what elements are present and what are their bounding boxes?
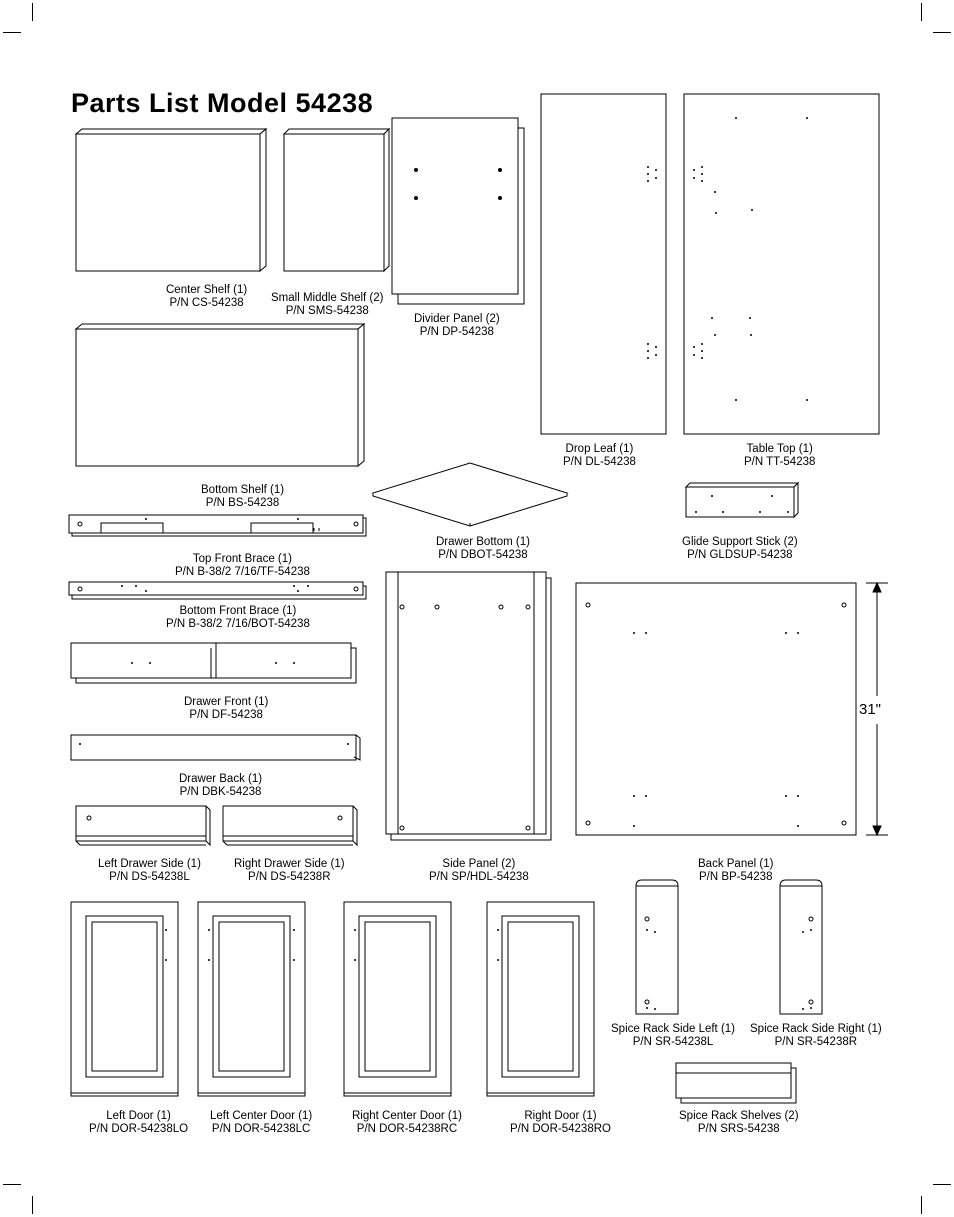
crop-mark: [933, 1184, 951, 1185]
part-back-panel: [576, 583, 856, 835]
part-small-middle-shelf: [284, 129, 389, 271]
lbl-drop-leaf: Drop Leaf (1)P/N DL-54238: [563, 443, 636, 469]
part-drawer-back: [71, 735, 360, 760]
part-left-door: [71, 902, 178, 1096]
lbl-left-drawer-side: Left Drawer Side (1)P/N DS-54238L: [98, 858, 201, 884]
part-center-shelf: [76, 129, 266, 271]
part-spice-rack-shelves: [676, 1063, 796, 1103]
part-left-drawer-side: [76, 806, 210, 845]
part-drawer-bottom: [373, 463, 567, 526]
lbl-drawer-front: Drawer Front (1)P/N DF-54238: [184, 696, 268, 722]
lbl-right-drawer-side: Right Drawer Side (1)P/N DS-54238R: [234, 858, 345, 884]
part-drawer-front: [71, 643, 356, 683]
crop-mark: [921, 3, 922, 21]
lbl-glide-support: Glide Support Stick (2)P/N GLDSUP-54238: [682, 536, 798, 562]
part-table-top: [684, 94, 879, 434]
part-right-drawer-side: [223, 806, 357, 845]
part-left-center-door: [198, 902, 305, 1096]
crop-mark: [933, 32, 951, 33]
lbl-divider-panel: Divider Panel (2)P/N DP-54238: [414, 313, 500, 339]
lbl-left-door: Left Door (1)P/N DOR-54238LO: [89, 1110, 188, 1136]
crop-mark: [3, 32, 21, 33]
part-top-front-brace: [69, 515, 366, 536]
lbl-spice-rack-shelves: Spice Rack Shelves (2)P/N SRS-54238: [679, 1110, 799, 1136]
lbl-small-middle-shelf: Small Middle Shelf (2)P/N SMS-54238: [271, 292, 383, 318]
part-right-center-door: [344, 902, 451, 1096]
part-right-door: [487, 902, 594, 1096]
lbl-top-front-brace: Top Front Brace (1)P/N B-38/2 7/16/TF-54…: [175, 553, 310, 579]
part-spice-rack-side-right: [780, 880, 822, 1014]
lbl-bottom-shelf: Bottom Shelf (1)P/N BS-54238: [201, 484, 284, 510]
part-bottom-front-brace: [69, 582, 366, 599]
crop-mark: [921, 1196, 922, 1214]
lbl-drawer-bottom: Drawer Bottom (1)P/N DBOT-54238: [436, 536, 530, 562]
part-glide-support: [686, 483, 798, 517]
crop-mark: [32, 3, 33, 21]
lbl-right-center-door: Right Center Door (1)P/N DOR-54238RC: [352, 1110, 462, 1136]
lbl-spice-rack-right: Spice Rack Side Right (1)P/N SR-54238R: [750, 1023, 882, 1049]
lbl-bottom-front-brace: Bottom Front Brace (1)P/N B-38/2 7/16/BO…: [166, 605, 310, 631]
part-divider-panel: [392, 118, 524, 304]
lbl-side-panel: Side Panel (2)P/N SP/HDL-54238: [429, 858, 529, 884]
crop-mark: [3, 1184, 21, 1185]
dimension-label-31in: 31": [859, 701, 881, 718]
lbl-right-door: Right Door (1)P/N DOR-54238RO: [510, 1110, 611, 1136]
lbl-left-center-door: Left Center Door (1)P/N DOR-54238LC: [210, 1110, 312, 1136]
lbl-back-panel: Back Panel (1)P/N BP-54238: [698, 858, 773, 884]
part-drop-leaf: [541, 94, 666, 434]
part-side-panel: [386, 572, 551, 840]
lbl-spice-rack-left: Spice Rack Side Left (1)P/N SR-54238L: [611, 1023, 735, 1049]
lbl-table-top: Table Top (1)P/N TT-54238: [744, 443, 815, 469]
lbl-center-shelf: Center Shelf (1)P/N CS-54238: [166, 284, 247, 310]
parts-list-page: Parts List Model 54238: [66, 88, 888, 1133]
lbl-drawer-back: Drawer Back (1)P/N DBK-54238: [179, 773, 262, 799]
part-spice-rack-side-left: [636, 880, 678, 1014]
part-bottom-shelf: [76, 324, 364, 466]
crop-mark: [32, 1196, 33, 1214]
